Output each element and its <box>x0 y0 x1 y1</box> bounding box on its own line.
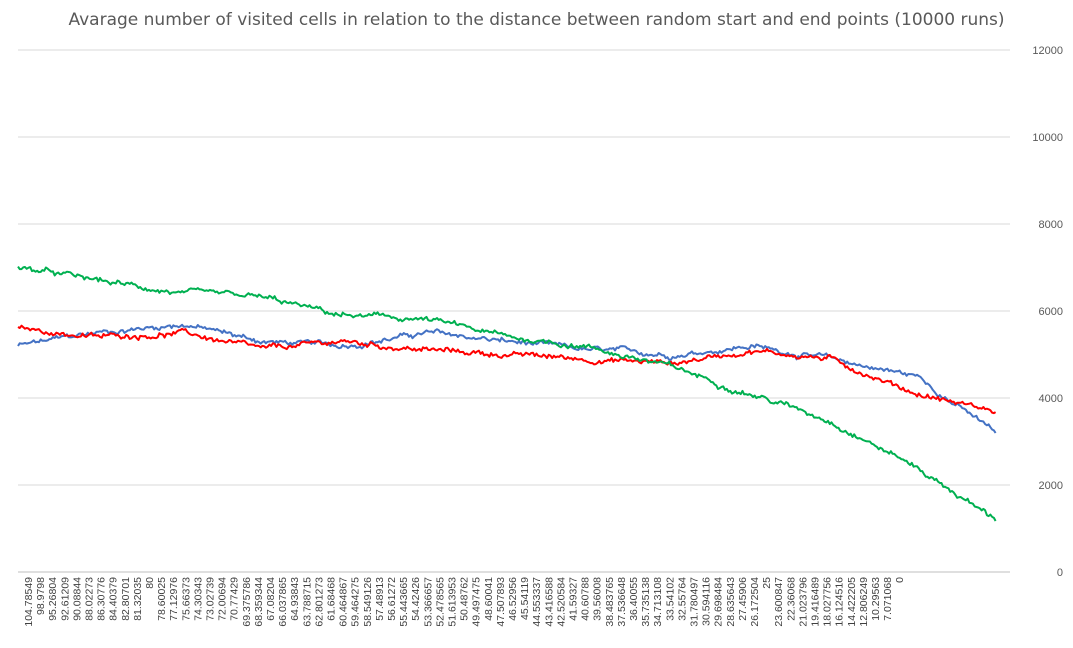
x-tick-label: 49.497475 <box>471 577 483 627</box>
x-tick-label: 90.08844 <box>71 577 83 621</box>
x-tick-label: 68.359344 <box>253 577 265 627</box>
x-tick-label: 41.59327 <box>568 577 580 621</box>
x-tick-label: 44.553337 <box>531 577 543 627</box>
series-line <box>17 324 997 415</box>
x-tick-label: 95.26804 <box>47 577 59 621</box>
x-tick-label: 39.56008 <box>592 577 604 621</box>
y-tick-label: 10000 <box>1032 132 1063 144</box>
x-tick-label: 67.08204 <box>265 577 277 621</box>
x-tick-label: 35.735138 <box>640 577 652 627</box>
x-tick-label: 40.60788 <box>580 577 592 621</box>
x-tick-label: 56.61272 <box>386 577 398 621</box>
x-tick-label: 66.037865 <box>277 577 289 627</box>
x-tick-label: 47.507893 <box>495 577 507 627</box>
x-tick-label: 50.48762 <box>459 577 471 621</box>
x-tick-label: 88.02273 <box>84 577 96 621</box>
x-tick-label: 45.54119 <box>519 577 531 620</box>
x-tick-label: 69.375786 <box>241 577 253 627</box>
x-tick-label: 51.613953 <box>447 577 459 627</box>
x-tick-label: 33.54102 <box>664 577 676 621</box>
x-tick-label: 42.520584 <box>555 577 567 627</box>
x-tick-label: 18.027756 <box>822 577 834 627</box>
x-tick-label: 23.600847 <box>773 577 785 627</box>
x-tick-label: 10.29563 <box>870 577 882 621</box>
x-tick-label: 75.66373 <box>180 577 192 621</box>
x-tick-label: 31.780497 <box>689 577 701 627</box>
x-tick-label: 73.02739 <box>205 577 217 621</box>
y-tick-label: 8000 <box>1039 219 1063 231</box>
x-tick-label: 78.60025 <box>156 577 168 621</box>
x-tick-label: 36.40055 <box>628 577 640 621</box>
y-tick-label: 2000 <box>1039 480 1063 492</box>
x-tick-label: 104.78549 <box>23 577 35 627</box>
x-tick-label: 54.42426 <box>410 577 422 621</box>
x-tick-label: 30.594116 <box>701 577 713 626</box>
x-tick-label: 16.124516 <box>834 577 846 627</box>
x-tick-label: 70.77429 <box>229 577 241 621</box>
x-tick-label: 77.12976 <box>168 577 180 621</box>
x-tick-label: 92.61209 <box>59 577 71 621</box>
x-tick-label: 26.172504 <box>749 577 761 627</box>
x-tick-label: 34.713108 <box>652 577 664 627</box>
x-tick-label: 0 <box>894 577 906 583</box>
x-tick-label: 7.071068 <box>882 577 894 621</box>
x-tick-label: 64.93843 <box>289 577 301 621</box>
x-tick-label: 81.32035 <box>132 577 144 621</box>
y-tick-label: 12000 <box>1032 45 1063 57</box>
series-line <box>17 323 997 434</box>
x-tick-label: 98.9798 <box>35 577 47 615</box>
series-line <box>17 266 997 522</box>
x-tick-label: 38.483765 <box>604 577 616 627</box>
y-tick-label: 0 <box>1057 567 1063 579</box>
x-tick-label: 12.806249 <box>858 577 870 627</box>
x-tick-label: 82.80701 <box>120 577 132 621</box>
x-tick-label: 48.60041 <box>483 577 495 621</box>
x-tick-label: 29.698484 <box>713 577 725 627</box>
x-tick-label: 28.635643 <box>725 577 737 627</box>
y-tick-label: 4000 <box>1039 393 1063 405</box>
x-tick-label: 57.48913 <box>374 577 386 621</box>
x-tick-label: 21.023796 <box>797 577 809 627</box>
x-tick-label: 25 <box>761 577 773 589</box>
x-tick-label: 22.36068 <box>785 577 797 621</box>
x-tick-label: 60.464867 <box>338 577 350 627</box>
x-tick-label: 80 <box>144 577 156 589</box>
x-tick-label: 52.478565 <box>434 577 446 627</box>
x-tick-label: 14.422205 <box>846 577 858 627</box>
x-tick-label: 37.536648 <box>616 577 628 627</box>
x-tick-label: 74.30343 <box>192 577 204 621</box>
x-tick-label: 43.416588 <box>543 577 555 627</box>
x-tick-label: 72.00694 <box>217 577 229 621</box>
chart-title: Avarage number of visited cells in relat… <box>68 10 1005 30</box>
x-tick-label: 19.416489 <box>810 577 822 627</box>
x-tick-label: 53.366657 <box>422 577 434 627</box>
x-tick-label: 86.30776 <box>96 577 108 621</box>
y-tick-label: 6000 <box>1039 306 1063 318</box>
x-tick-label: 58.549126 <box>362 577 374 627</box>
x-tick-label: 61.68468 <box>326 577 338 621</box>
x-tick-label: 59.464275 <box>350 577 362 627</box>
x-tick-label: 84.40379 <box>108 577 120 621</box>
x-tick-label: 27.45906 <box>737 577 749 621</box>
x-tick-label: 32.55764 <box>676 577 688 621</box>
x-tick-label: 46.52956 <box>507 577 519 621</box>
x-tick-label: 63.788715 <box>301 577 313 627</box>
x-tick-label: 55.443665 <box>398 577 410 627</box>
x-tick-label: 62.801273 <box>313 577 325 627</box>
